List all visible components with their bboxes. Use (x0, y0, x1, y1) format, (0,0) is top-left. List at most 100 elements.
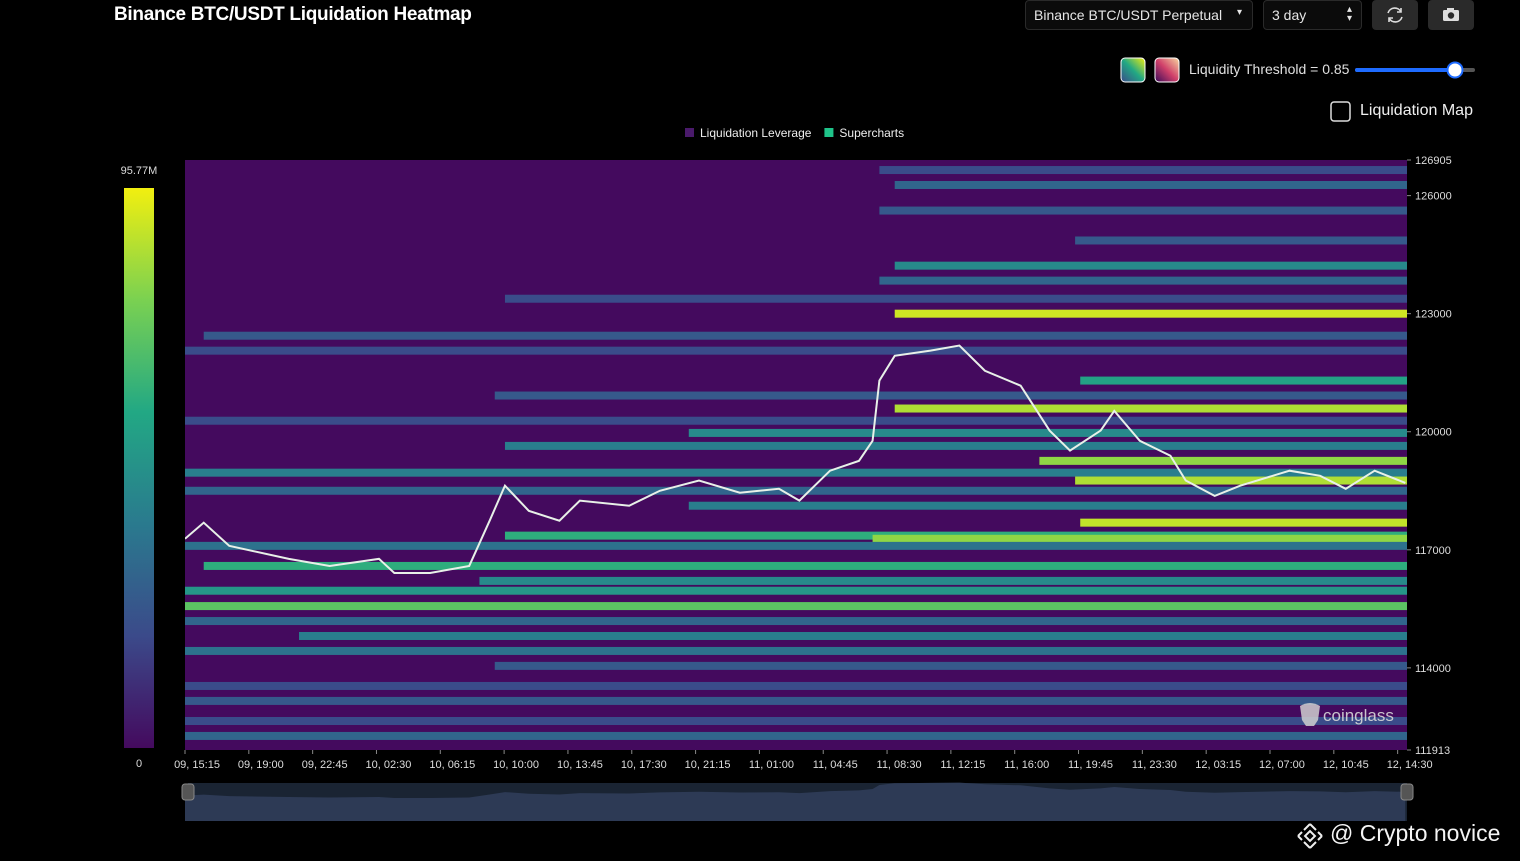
liquidity-band (185, 468, 1407, 477)
price-line (185, 344, 1406, 575)
navigator-area (185, 782, 1406, 821)
liquidation-map-label: Liquidation Map (1360, 102, 1473, 119)
liquidity-band (894, 180, 1407, 189)
plot-area (185, 160, 1407, 750)
credit: @ Crypto novice (1330, 820, 1501, 846)
liquidity-band (1075, 236, 1407, 245)
navigator (188, 783, 1407, 821)
legend-label: Liquidation Leverage (700, 126, 812, 140)
x-tick-label: 10, 10:00 (493, 759, 539, 771)
range-select[interactable]: 3 day ▴ ▾ (1263, 0, 1362, 30)
liquidity-band (185, 617, 1407, 626)
x-tick-label: 10, 06:15 (429, 759, 475, 771)
liquidity-band (203, 331, 1407, 340)
liquidity-band (872, 534, 1407, 543)
liquidity-band (494, 391, 1407, 400)
liquidity-band (879, 276, 1407, 285)
liquidation-map-checkbox[interactable] (1330, 101, 1352, 123)
x-tick-label: 09, 22:45 (302, 759, 348, 771)
liquidity-band (504, 441, 1407, 450)
liquidity-band (688, 501, 1407, 510)
x-tick-label: 11, 12:15 (940, 759, 985, 771)
liquidity-band (203, 561, 1407, 570)
pair-select-text: Binance BTC/USDT Perpetual (1034, 7, 1223, 23)
x-tick-label: 12, 14:30 (1387, 759, 1433, 771)
x-tick-label: 11, 01:00 (749, 759, 794, 771)
y-tick-label: 117000 (1415, 545, 1451, 557)
x-tick-label: 09, 15:15 (174, 759, 220, 771)
colorbar-label: 95.77M (121, 165, 158, 177)
y-tick-label: 126905 (1415, 155, 1452, 167)
liquidity-band (879, 206, 1407, 215)
palette-magma[interactable] (1154, 57, 1180, 83)
x-tick-label: 12, 10:45 (1323, 759, 1369, 771)
legend: Liquidation Leverage Supercharts (685, 126, 904, 140)
navigator-handle[interactable] (1400, 783, 1414, 801)
liquidity-band (299, 631, 1407, 640)
liquidity-band (1039, 456, 1407, 465)
colorbar (124, 188, 154, 748)
liquidity-band (479, 576, 1407, 585)
liquidity-band (1075, 476, 1407, 485)
x-tick-label: 11, 08:30 (877, 759, 922, 771)
refresh-button[interactable] (1372, 0, 1418, 30)
pair-select[interactable]: Binance BTC/USDT Perpetual ▾ (1025, 0, 1253, 30)
x-tick-label: 12, 07:00 (1259, 759, 1305, 771)
x-tick-label: 10, 13:45 (557, 759, 603, 771)
navigator-handle[interactable] (181, 783, 195, 801)
liquidity-band (504, 294, 1407, 303)
legend-swatch (685, 128, 694, 137)
palette-viridis[interactable] (1120, 57, 1146, 83)
y-tick-label: 111913 (1415, 745, 1450, 757)
liquidity-band (879, 166, 1407, 175)
liquidity-band (894, 261, 1407, 270)
legend-swatch (824, 128, 834, 137)
liquidity-band (185, 681, 1407, 690)
liquidity-band (1080, 376, 1407, 385)
y-tick-label: 126000 (1415, 191, 1452, 203)
x-tick-label: 10, 21:15 (685, 759, 731, 771)
threshold-label: Liquidity Threshold = 0.85 (1189, 61, 1350, 77)
binance-logo (1297, 823, 1323, 849)
liquidity-band (185, 696, 1407, 705)
x-tick-label: 10, 02:30 (366, 759, 412, 771)
legend-label: Supercharts (839, 126, 904, 140)
liquidity-band (185, 586, 1407, 595)
x-tick-label: 12, 03:15 (1195, 759, 1241, 771)
x-tick-label: 10, 17:30 (621, 759, 667, 771)
screenshot-button[interactable] (1428, 0, 1474, 30)
y-tick-label: 123000 (1415, 309, 1452, 321)
liquidity-band (185, 541, 1407, 550)
liquidity-band (894, 309, 1407, 318)
liquidity-band (185, 486, 1407, 495)
liquidity-band (185, 416, 1407, 425)
y-tick-label: 120000 (1415, 427, 1452, 439)
liquidity-band (688, 428, 1407, 437)
liquidity-band (494, 661, 1407, 670)
x-tick-label: 11, 04:45 (813, 759, 858, 771)
threshold-slider[interactable] (1352, 60, 1478, 80)
plot-background (185, 160, 1407, 750)
watermark-logo (1300, 703, 1320, 726)
palette-buttons (1120, 57, 1180, 83)
x-tick-label: 11, 16:00 (1004, 759, 1049, 771)
x-tick-label: 11, 19:45 (1068, 759, 1113, 771)
x-tick-label: 09, 19:00 (238, 759, 284, 771)
watermark: coinglass (1323, 706, 1394, 725)
page-title: Binance BTC/USDT Liquidation Heatmap (114, 4, 472, 25)
refresh-icon (1387, 7, 1403, 23)
x-tick-label: 11, 23:30 (1132, 759, 1177, 771)
camera-icon (1443, 8, 1459, 21)
liquidity-band (185, 346, 1407, 355)
liquidity-band (185, 731, 1407, 740)
liquidity-band (185, 716, 1407, 725)
range-select-text: 3 day (1272, 7, 1307, 23)
liquidity-band (185, 646, 1407, 655)
liquidity-band (185, 602, 1407, 611)
liquidity-band (1080, 518, 1407, 527)
liquidity-band (894, 404, 1407, 413)
y-tick-label: 114000 (1415, 663, 1451, 675)
colorbar-label: 0 (136, 758, 142, 770)
